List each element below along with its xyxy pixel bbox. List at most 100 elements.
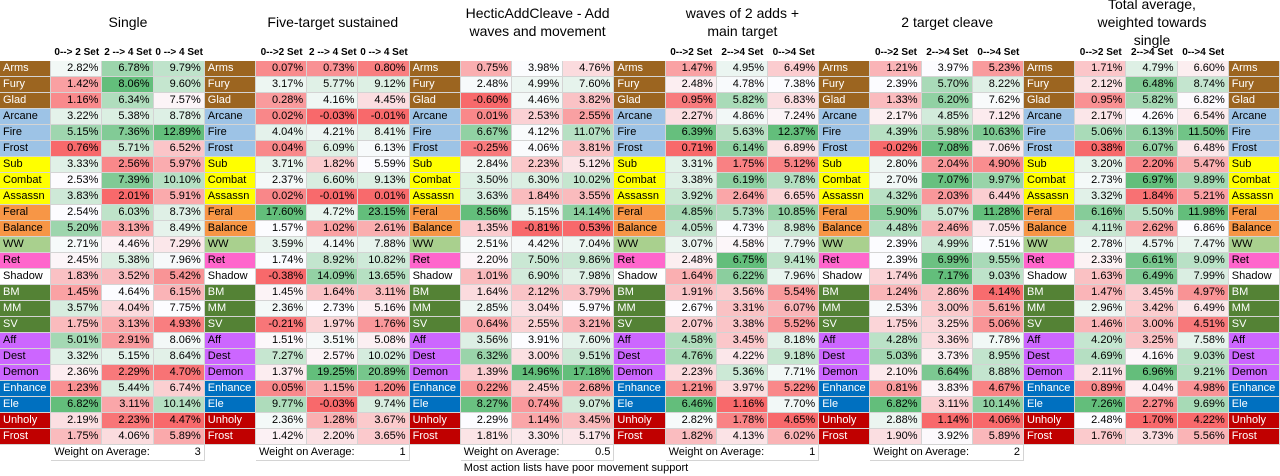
value-cell: 1.33% bbox=[870, 93, 922, 109]
value-cell: 5.44% bbox=[102, 381, 154, 397]
value-cell: 2.68% bbox=[563, 381, 615, 397]
spec-label: Arcane bbox=[819, 109, 871, 125]
spec-label: Fire bbox=[819, 125, 871, 141]
spec-label: Glad bbox=[819, 93, 871, 109]
value-cell: 5.59% bbox=[358, 157, 410, 173]
spec-label: Dest bbox=[1024, 349, 1076, 365]
value-cell: 1.70% bbox=[1126, 413, 1178, 429]
spec-label: Shadow bbox=[1228, 269, 1280, 285]
value-cell: 1.47% bbox=[1075, 285, 1127, 301]
value-cell: 3.97% bbox=[716, 381, 768, 397]
spec-label: Shadow bbox=[819, 269, 871, 285]
value-cell: 4.98% bbox=[1177, 381, 1229, 397]
value-cell: 0.64% bbox=[460, 317, 512, 333]
spec-label: Aff bbox=[204, 333, 256, 349]
value-cell: 5.63% bbox=[716, 125, 768, 141]
spec-label: Ret bbox=[614, 253, 666, 269]
value-cell: 2.61% bbox=[358, 221, 410, 237]
spec-label: Fury bbox=[1024, 77, 1076, 93]
value-cell: -0.01% bbox=[307, 189, 359, 205]
value-cell: 5.38% bbox=[102, 109, 154, 125]
value-cell: 6.03% bbox=[102, 205, 154, 221]
value-cell: 3.63% bbox=[460, 189, 512, 205]
spec-label: Fury bbox=[204, 77, 256, 93]
value-cell: 4.65% bbox=[768, 413, 820, 429]
value-cell: 7.57% bbox=[153, 93, 205, 109]
value-cell: 2.67% bbox=[665, 301, 717, 317]
value-cell: 6.82% bbox=[870, 397, 922, 413]
value-cell: 5.82% bbox=[716, 93, 768, 109]
value-cell: 0.01% bbox=[460, 109, 512, 125]
spec-label: WW bbox=[614, 237, 666, 253]
value-cell: 4.22% bbox=[716, 349, 768, 365]
value-cell: 7.88% bbox=[358, 237, 410, 253]
column-header: 0 --> 4 Set bbox=[155, 47, 203, 58]
value-cell: 2.82% bbox=[665, 413, 717, 429]
spec-label: Sub bbox=[1228, 157, 1280, 173]
value-cell: 7.58% bbox=[1177, 333, 1229, 349]
spec-label: Sub bbox=[819, 157, 871, 173]
value-cell: 0.76% bbox=[51, 141, 103, 157]
value-cell: 2.48% bbox=[665, 253, 717, 269]
value-cell: 1.21% bbox=[665, 381, 717, 397]
value-cell: 2.82% bbox=[51, 61, 103, 77]
value-cell: 9.07% bbox=[563, 397, 615, 413]
value-cell: 5.17% bbox=[563, 429, 615, 445]
block-title: Single bbox=[108, 14, 148, 30]
column-header: 2-->4 Set bbox=[1131, 47, 1173, 58]
value-cell: 4.76% bbox=[665, 349, 717, 365]
value-cell: 6.65% bbox=[768, 189, 820, 205]
spec-label: SV bbox=[819, 317, 871, 333]
value-cell: 3.30% bbox=[512, 429, 564, 445]
value-cell: 9.41% bbox=[768, 253, 820, 269]
value-cell: 2.84% bbox=[460, 157, 512, 173]
value-cell: 6.09% bbox=[307, 141, 359, 157]
value-cell: 3.92% bbox=[921, 429, 973, 445]
value-cell: 3.59% bbox=[256, 237, 308, 253]
value-cell: 6.02% bbox=[768, 429, 820, 445]
value-cell: 0.89% bbox=[1075, 381, 1127, 397]
value-cell: 8.78% bbox=[153, 109, 205, 125]
value-cell: 2.48% bbox=[1075, 413, 1127, 429]
value-cell: 3.56% bbox=[716, 285, 768, 301]
value-cell: 5.82% bbox=[1126, 93, 1178, 109]
value-cell: 2.01% bbox=[102, 189, 154, 205]
value-cell: 1.14% bbox=[512, 413, 564, 429]
value-cell: 0.28% bbox=[256, 93, 308, 109]
spec-label: MM bbox=[614, 301, 666, 317]
value-cell: 1.83% bbox=[51, 269, 103, 285]
value-cell: 0.95% bbox=[1075, 93, 1127, 109]
value-cell: 2.12% bbox=[1075, 77, 1127, 93]
spec-label: WW bbox=[204, 237, 256, 253]
value-cell: 6.61% bbox=[1126, 253, 1178, 269]
value-cell: 5.12% bbox=[563, 157, 615, 173]
value-cell: 12.89% bbox=[153, 125, 205, 141]
spec-label: Unholy bbox=[1024, 413, 1076, 429]
value-cell: 6.86% bbox=[1177, 221, 1229, 237]
value-cell: 1.45% bbox=[51, 285, 103, 301]
value-cell: 5.56% bbox=[1177, 429, 1229, 445]
value-cell: 3.56% bbox=[460, 333, 512, 349]
spec-label: Demon bbox=[819, 365, 871, 381]
spec-label: Ele bbox=[409, 397, 461, 413]
value-cell: 0.81% bbox=[870, 381, 922, 397]
spec-label: WW bbox=[0, 237, 52, 253]
value-cell: 3.04% bbox=[512, 301, 564, 317]
value-cell: 6.82% bbox=[51, 397, 103, 413]
spec-label: Fury bbox=[1228, 77, 1280, 93]
value-cell: 3.65% bbox=[358, 429, 410, 445]
value-cell: -0.01% bbox=[358, 109, 410, 125]
value-cell: 2.20% bbox=[460, 253, 512, 269]
value-cell: 5.91% bbox=[153, 189, 205, 205]
spec-label: Sub bbox=[1024, 157, 1076, 173]
value-cell: 2.53% bbox=[51, 173, 103, 189]
value-cell: 7.39% bbox=[102, 173, 154, 189]
spec-label: Demon bbox=[0, 365, 52, 381]
column-header: 0-->4 Set bbox=[772, 47, 815, 58]
spec-label: Ret bbox=[1228, 253, 1280, 269]
spec-label: Arms bbox=[819, 61, 871, 77]
value-cell: 9.89% bbox=[1177, 173, 1229, 189]
value-cell: 5.23% bbox=[972, 61, 1024, 77]
value-cell: 3.45% bbox=[1126, 285, 1178, 301]
value-cell: 1.82% bbox=[307, 157, 359, 173]
